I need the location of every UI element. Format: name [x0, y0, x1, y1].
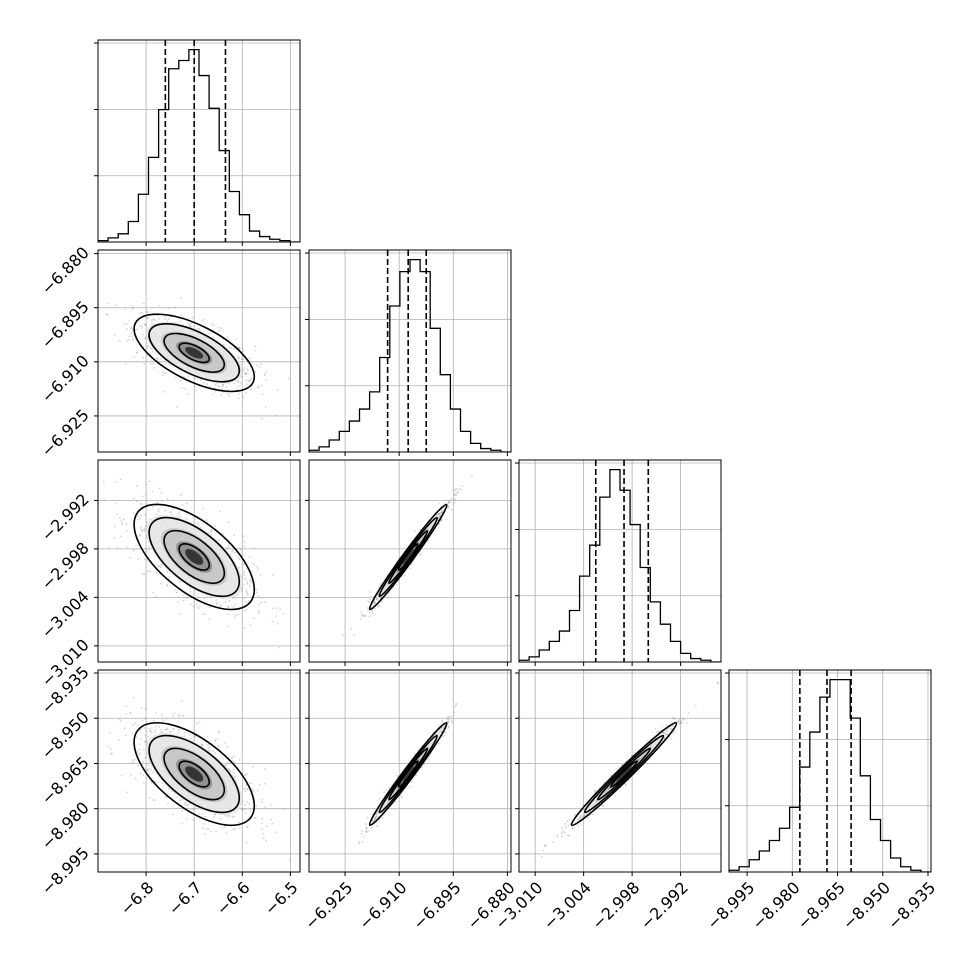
panel-frame: [518, 669, 722, 873]
panel-content: [98, 460, 300, 662]
panel-3-0: −6.8 −6.7 −6.6 −6.5 −8.995−8.980−8.965−8.950…: [38, 662, 302, 919]
x-tick-label: −8.965: [794, 878, 849, 933]
panel-content: [309, 670, 511, 872]
panel-1-0: −6.925−6.910−6.895−6.880: [38, 243, 301, 461]
density-contour: [178, 760, 211, 788]
density-fill: [185, 347, 204, 359]
y-tick-label: −8.965: [38, 753, 93, 808]
x-tick-label: −6.8: [116, 878, 157, 919]
panel-frame: [518, 459, 722, 663]
density-contour: [388, 747, 429, 801]
y-tick-label: −6.895: [38, 297, 93, 352]
density-contour: [178, 342, 211, 364]
density-fill: [616, 766, 632, 782]
panel-content: [729, 670, 931, 872]
panel-0-0: [94, 39, 301, 246]
x-tick-label: −6.7: [165, 878, 206, 919]
density-contour: [148, 734, 241, 814]
panel-2-1: [305, 459, 512, 666]
y-tick-label: −8.995: [38, 843, 93, 898]
density-fill: [185, 766, 204, 782]
panel-2-0: −3.010−3.004−2.998−2.992: [38, 459, 301, 691]
histogram-step: [519, 468, 721, 662]
y-tick-label: −2.998: [38, 538, 93, 593]
y-tick-label: −3.004: [38, 587, 93, 642]
x-tick-label: −6.895: [409, 878, 464, 933]
panel-frame: [308, 669, 512, 873]
panel-3-3: −8.995−8.980−8.965−8.950−8.935: [703, 669, 939, 933]
density-contour: [163, 747, 226, 801]
y-tick-label: −8.950: [38, 708, 93, 763]
x-tick-label: −6.6: [213, 878, 254, 919]
histogram-step: [729, 678, 931, 872]
density-contour: [368, 721, 448, 827]
density-contour: [378, 516, 438, 598]
histogram-step: [98, 48, 300, 242]
panel-frame: [308, 459, 512, 663]
density-contour: [178, 543, 211, 571]
density-contour: [163, 332, 226, 373]
panel-frame: [728, 669, 932, 873]
y-tick-label: −8.980: [38, 798, 93, 853]
density-contour: [583, 734, 665, 814]
panel-content: [98, 250, 300, 452]
density-contour: [378, 734, 438, 814]
x-tick-label: −8.995: [703, 878, 758, 933]
density-fill: [402, 766, 415, 782]
density-contour: [133, 503, 256, 611]
density-fill: [185, 549, 204, 565]
y-tick-label: −6.910: [38, 351, 93, 406]
panel-frame: [97, 249, 301, 453]
x-tick-label: −6.925: [301, 878, 356, 933]
panel-content: [309, 460, 511, 662]
y-tick-label: −2.992: [38, 490, 93, 545]
y-tick-label: −6.925: [38, 405, 93, 460]
density-contour: [163, 529, 226, 585]
panel-content: [519, 460, 721, 662]
density-contour: [148, 516, 241, 598]
x-tick-label: −3.004: [540, 878, 595, 933]
density-contour: [388, 529, 429, 585]
density-contour: [368, 503, 448, 611]
panel-3-2: −3.010−3.004−2.998−2.992: [491, 669, 722, 933]
x-tick-label: −2.992: [637, 878, 692, 933]
panel-frame: [308, 249, 512, 453]
x-tick-label: −6.5: [261, 878, 302, 919]
histogram-step: [309, 258, 511, 452]
x-tick-label: −8.950: [839, 878, 894, 933]
panel-content: [98, 40, 300, 242]
panel-3-1: −6.925−6.910−6.895−6.880: [301, 669, 519, 933]
density-contour: [133, 721, 256, 827]
density-contour: [610, 760, 638, 788]
density-fill: [402, 549, 415, 565]
density-contour: [570, 721, 678, 827]
x-tick-label: −8.980: [748, 878, 803, 933]
panel-content: [519, 670, 721, 872]
y-tick-label: −6.880: [38, 243, 93, 298]
panel-frame: [97, 669, 301, 873]
density-contour: [596, 747, 652, 801]
panel-1-1: [305, 249, 512, 456]
panel-2-2: [515, 459, 722, 666]
x-tick-label: −2.998: [588, 878, 643, 933]
x-tick-label: −8.935: [884, 878, 939, 933]
panel-frame: [97, 459, 301, 663]
x-tick-label: −6.910: [355, 878, 410, 933]
density-contour: [133, 313, 256, 393]
panel-frame: [97, 39, 301, 243]
density-contour: [148, 323, 241, 383]
panel-content: [309, 250, 511, 452]
panel-content: [98, 670, 300, 872]
